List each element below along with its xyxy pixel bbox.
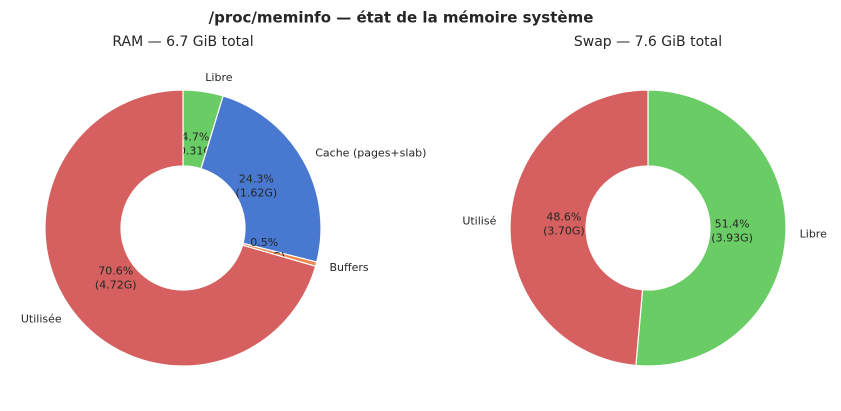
chart-title: RAM — 6.7 GiB total — [112, 34, 253, 50]
donut-slice — [635, 89, 787, 367]
donut-slice — [509, 89, 649, 367]
percent-label: 70.6% — [98, 265, 133, 278]
amount-label: (1.62G) — [236, 187, 278, 200]
slice-label: Libre — [800, 228, 827, 241]
percent-label: 0.5% — [250, 236, 278, 249]
slice-label: Cache (pages+slab) — [315, 146, 426, 159]
chart-title: Swap — 7.6 GiB total — [574, 34, 722, 50]
slice-label: Libre — [205, 71, 232, 84]
percent-label: 48.6% — [546, 210, 581, 223]
slice-label: Utilisé — [462, 214, 496, 227]
donut-slice — [200, 95, 322, 263]
percent-label: 4.7% — [181, 131, 209, 144]
slice-label: Buffers — [329, 261, 368, 274]
slice-label: Utilisée — [21, 312, 62, 325]
percent-label: 51.4% — [715, 218, 750, 231]
amount-label: (4.72G) — [95, 279, 137, 292]
donut-slice — [44, 89, 317, 367]
figure-title: /proc/meminfo — état de la mémoire systè… — [209, 9, 594, 27]
percent-label: 24.3% — [239, 173, 274, 186]
amount-label: (3.93G) — [711, 232, 753, 245]
amount-label: (3.70G) — [543, 224, 585, 237]
